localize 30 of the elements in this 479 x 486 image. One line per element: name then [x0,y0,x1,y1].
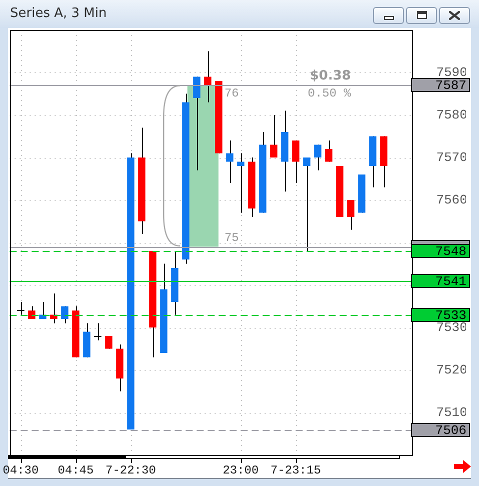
ref-line-label: 7548 [435,244,466,259]
annotation: $0.38 [310,68,351,84]
candlestick [28,306,36,320]
candlestick [270,114,278,158]
annotation: 76 [224,86,239,100]
candlestick [94,322,102,341]
ref-line-label: 7506 [435,422,466,438]
candlestick [204,50,212,103]
x-tick-label: 7-23:15 [270,463,321,478]
x-tick-label: 04:45 [58,463,94,478]
annotation: 0.50 % [308,86,352,100]
chart-title: Series A, 3 Min [10,6,107,22]
candlestick [237,152,244,214]
candlestick [226,140,234,184]
x-tick-label: 7-22:30 [105,463,156,478]
candlestick [193,76,200,171]
candlestick [303,157,310,252]
ref-line-label: 7541 [435,274,467,289]
candlestick [16,302,25,316]
candlestick [292,140,300,184]
ref-line-label: 7587 [435,78,466,93]
candlestick [314,144,322,171]
x-tick-label: 04:30 [2,463,39,478]
candlestick [61,306,68,324]
candlestick [105,336,112,350]
candlestick [347,200,354,230]
x-tick-label: 23:00 [222,463,259,478]
candlestick [325,140,332,162]
ref-line-label: 7533 [435,308,466,323]
annotation: 75 [224,230,239,245]
